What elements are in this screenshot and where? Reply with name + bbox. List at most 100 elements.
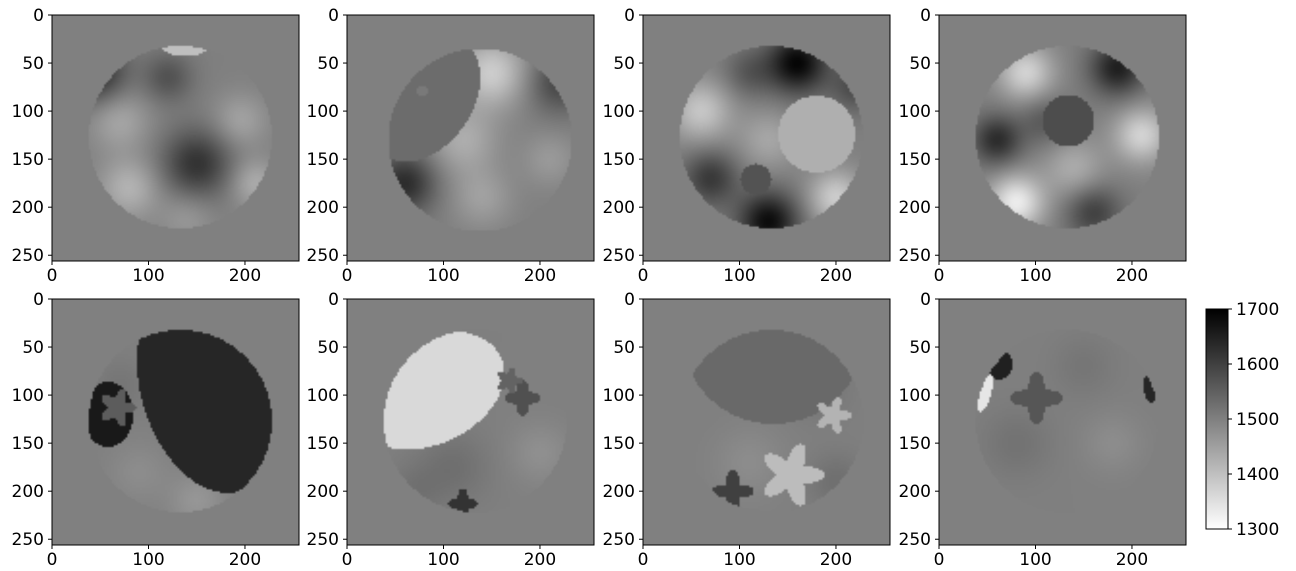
colorbar-tick-label: 1700 <box>1236 300 1279 320</box>
x-tick-label: 200 <box>524 266 556 286</box>
y-tick-label: 250 <box>899 246 931 266</box>
axes-frame <box>938 298 1187 546</box>
x-tick-label: 200 <box>1116 550 1148 570</box>
y-tick-label: 200 <box>899 198 931 218</box>
axes-frame <box>642 298 891 546</box>
y-tick-label: 200 <box>12 482 44 502</box>
y-tick-label: 250 <box>307 246 339 266</box>
y-tick-label: 200 <box>603 198 635 218</box>
x-tick-label: 100 <box>1019 550 1051 570</box>
panel-image <box>347 299 594 545</box>
axes-frame <box>346 14 595 262</box>
x-tick-label: 0 <box>638 550 649 570</box>
y-tick-label: 150 <box>603 150 635 170</box>
y-tick-label: 50 <box>613 54 635 74</box>
x-tick-label: 100 <box>723 266 755 286</box>
colorbar-tick-label: 1600 <box>1236 355 1279 375</box>
y-tick-label: 0 <box>328 290 339 310</box>
y-tick-label: 250 <box>12 246 44 266</box>
axes-frame <box>51 298 300 546</box>
y-tick-label: 150 <box>307 150 339 170</box>
panel-image <box>52 299 299 545</box>
y-tick-label: 100 <box>899 386 931 406</box>
colorbar-tick-label: 1400 <box>1236 465 1279 485</box>
y-tick-label: 0 <box>624 6 635 26</box>
y-tick-label: 0 <box>624 290 635 310</box>
panel-image <box>939 299 1186 545</box>
x-tick-label: 200 <box>820 550 852 570</box>
y-tick-label: 200 <box>12 198 44 218</box>
x-tick-label: 0 <box>934 266 945 286</box>
x-tick-label: 200 <box>229 550 261 570</box>
x-tick-label: 200 <box>1116 266 1148 286</box>
axes-frame <box>51 14 300 262</box>
y-tick-label: 250 <box>12 530 44 550</box>
x-tick-label: 200 <box>524 550 556 570</box>
y-tick-label: 100 <box>12 102 44 122</box>
y-tick-label: 100 <box>307 386 339 406</box>
y-tick-label: 250 <box>899 530 931 550</box>
panel-image <box>347 15 594 261</box>
y-tick-label: 150 <box>899 150 931 170</box>
colorbar-gradient <box>1206 309 1228 529</box>
y-tick-label: 50 <box>613 338 635 358</box>
x-tick-label: 100 <box>132 550 164 570</box>
axes-frame <box>938 14 1187 262</box>
y-tick-label: 200 <box>307 482 339 502</box>
y-tick-label: 250 <box>603 530 635 550</box>
y-tick-label: 100 <box>899 102 931 122</box>
colorbar-tick-label: 1300 <box>1236 520 1279 540</box>
y-tick-label: 150 <box>307 434 339 454</box>
x-tick-label: 100 <box>427 266 459 286</box>
x-tick-label: 0 <box>638 266 649 286</box>
y-tick-label: 0 <box>328 6 339 26</box>
colorbar: 1300 1400 1500 1600 1700 <box>1205 300 1279 540</box>
y-tick-label: 0 <box>920 290 931 310</box>
y-tick-label: 250 <box>603 246 635 266</box>
panel-image <box>52 15 299 261</box>
axes-frame <box>346 298 595 546</box>
y-tick-label: 50 <box>317 54 339 74</box>
x-tick-label: 0 <box>47 550 58 570</box>
y-tick-label: 100 <box>603 102 635 122</box>
y-tick-label: 0 <box>33 290 44 310</box>
y-tick-label: 200 <box>307 198 339 218</box>
panel-image <box>939 15 1186 261</box>
y-tick-label: 100 <box>307 102 339 122</box>
y-tick-label: 50 <box>317 338 339 358</box>
y-tick-label: 50 <box>22 338 44 358</box>
panel-image <box>643 15 890 261</box>
y-tick-label: 150 <box>899 434 931 454</box>
y-tick-label: 200 <box>899 482 931 502</box>
x-tick-label: 0 <box>342 550 353 570</box>
panel-image <box>643 299 890 545</box>
x-tick-label: 100 <box>723 550 755 570</box>
y-tick-label: 0 <box>33 6 44 26</box>
y-tick-label: 150 <box>12 434 44 454</box>
y-tick-label: 100 <box>12 386 44 406</box>
x-tick-label: 0 <box>342 266 353 286</box>
colorbar-tick-label: 1500 <box>1236 410 1279 430</box>
x-tick-label: 100 <box>427 550 459 570</box>
y-tick-label: 250 <box>307 530 339 550</box>
y-tick-label: 150 <box>603 434 635 454</box>
x-tick-label: 0 <box>934 550 945 570</box>
axes-frame <box>642 14 891 262</box>
y-tick-label: 50 <box>909 338 931 358</box>
x-tick-label: 100 <box>1019 266 1051 286</box>
x-tick-label: 0 <box>47 266 58 286</box>
x-tick-label: 200 <box>229 266 261 286</box>
x-tick-label: 100 <box>132 266 164 286</box>
y-tick-label: 200 <box>603 482 635 502</box>
y-tick-label: 50 <box>909 54 931 74</box>
